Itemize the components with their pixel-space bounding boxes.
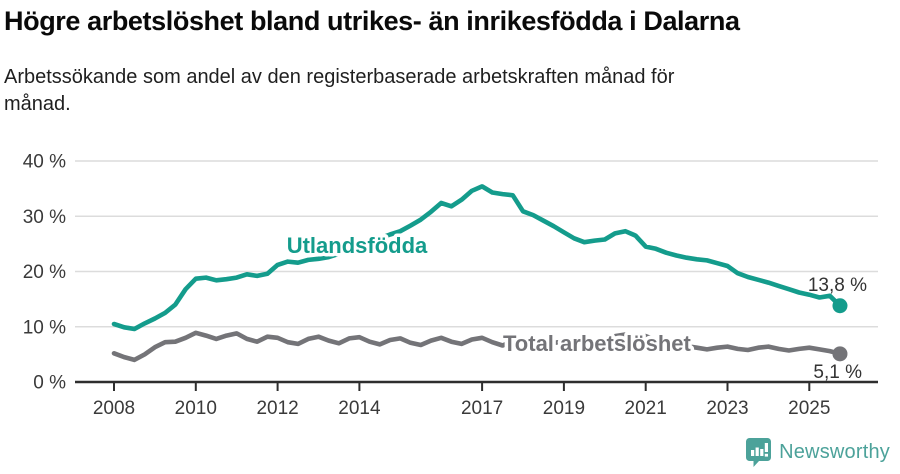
chart-subtitle-line-2: månad. (4, 93, 71, 115)
y-axis-tick-label: 0 % (33, 373, 66, 394)
series-label-utlandsfodda: Utlandsfödda (287, 233, 428, 258)
x-axis-tick-label: 2012 (256, 398, 298, 419)
x-axis-tick-label: 2017 (461, 398, 503, 419)
series-end-dot-utlandsfodda (832, 298, 848, 314)
newsworthy-logo-icon (746, 438, 772, 467)
x-axis-tick-label: 2021 (625, 398, 667, 419)
x-axis-tick-label: 2008 (93, 398, 135, 419)
y-axis-tick-label: 30 % (23, 207, 66, 228)
brand-name: Newsworthy (779, 441, 890, 463)
series-line-utlandsfodda (111, 184, 843, 332)
x-axis-tick-label: 2010 (175, 398, 217, 419)
x-axis-tick-label: 2023 (706, 398, 748, 419)
x-axis-tick-label: 2019 (543, 398, 585, 419)
series-end-value-label: 5,1 % (813, 362, 862, 383)
y-axis-tick-label: 20 % (23, 262, 66, 283)
y-axis-tick-label: 40 % (23, 152, 66, 173)
x-axis-tick-label: 2014 (338, 398, 381, 419)
chart-subtitle: Arbetssökande som andel av den registerb… (4, 64, 864, 118)
chart-subtitle-line-1: Arbetssökande som andel av den registerb… (4, 66, 675, 88)
series-label-total: Total arbetslöshet (503, 331, 692, 356)
series-end-value-label: 13,8 % (808, 275, 867, 296)
x-axis-tick-label: 2025 (788, 398, 830, 419)
series-end-dot-total (832, 346, 848, 362)
series-line-total (111, 330, 843, 363)
y-axis-tick-label: 10 % (23, 317, 66, 338)
brand-footer: Newsworthy (745, 437, 890, 468)
page-title: Högre arbetslöshet bland utrikes- än inr… (4, 6, 740, 36)
